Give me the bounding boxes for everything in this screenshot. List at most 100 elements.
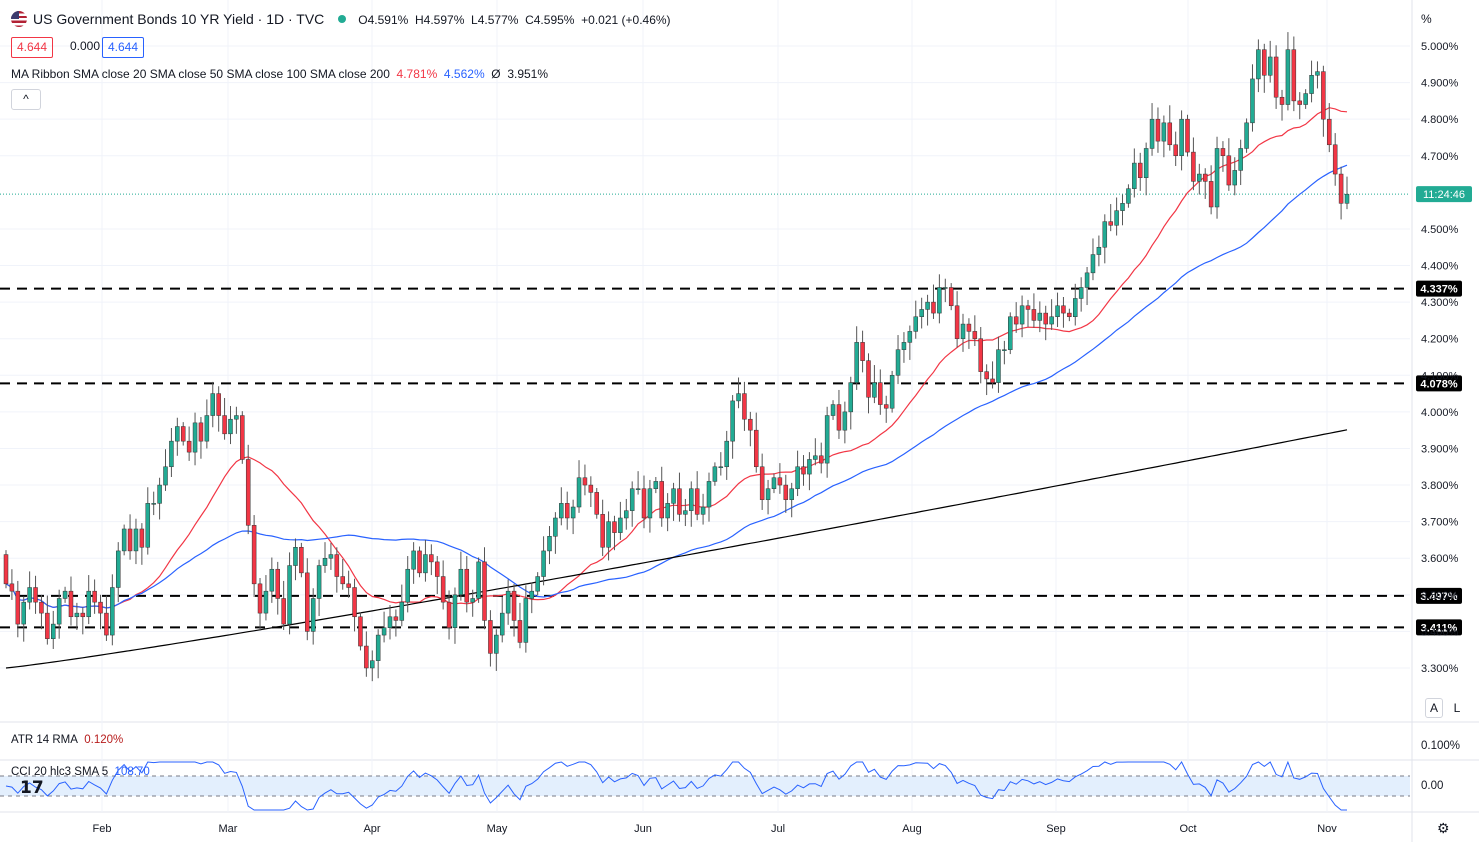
candle [1208,165,1214,215]
y-tick-label: 4.500% [1421,224,1459,236]
symbol-title[interactable]: US Government Bonds 10 YR Yield · 1D · T… [33,11,325,27]
candle [151,491,156,516]
candle [1191,137,1196,191]
candle [27,571,32,610]
candle-body [1031,309,1037,321]
candle-body [56,598,62,625]
candle-body [62,590,68,599]
candle [588,476,594,508]
candle [689,481,694,527]
candle-body [694,488,700,515]
clock-badge [1416,186,1472,203]
candle-body [706,481,712,508]
buy-price-box[interactable]: 4.644 [102,37,145,58]
candle-body [245,459,251,526]
candle [39,594,44,630]
candle-body [1202,173,1208,182]
candle [937,274,942,324]
collapse-legend-button[interactable]: ^ [11,89,41,110]
cci-value: 108.70 [114,766,150,778]
atr-legend[interactable]: ATR 14 RMA 0.120% [11,734,123,746]
candle-body [299,547,304,574]
candle [21,596,26,642]
candle [310,588,316,645]
candle-body [1102,221,1108,248]
candle [807,452,812,491]
candle [505,579,511,625]
candle-body [488,620,493,654]
candle [110,574,115,646]
candle-body [98,601,103,614]
candle-body [1232,170,1238,186]
candle [1297,92,1302,120]
candle [198,417,204,459]
clock-label: 11:24:46 [1423,189,1465,201]
candle-body [1008,316,1013,350]
candle-body [263,590,269,614]
candle-body [1297,100,1302,105]
auto-scale-button[interactable]: A [1425,698,1443,718]
candle [476,557,481,603]
candle [464,556,470,613]
candle [180,422,186,446]
candle [854,326,859,390]
candle [1279,89,1285,121]
candle-body [553,517,558,537]
candle-body [470,598,475,603]
candle-body [848,382,854,413]
candle-body [1061,305,1066,314]
y-tick-label: 3.600% [1421,553,1459,565]
candle [245,444,251,535]
x-tick-label: Jul [771,823,785,835]
candle [1173,131,1178,167]
candle-body [724,440,729,468]
candle [653,477,659,494]
candle [547,526,552,565]
cci-band [0,776,1410,796]
candle-body [742,393,747,420]
candle [842,401,848,444]
horizontal-levels: 4.337% 4.078% 3.497% 3.411% 11:24:46 [0,186,1472,636]
candle [576,460,582,513]
candle [269,557,275,603]
sell-price-box[interactable]: 4.644 [11,37,54,58]
log-scale-button[interactable]: L [1448,698,1466,718]
cci-legend[interactable]: CCI 20 hlc3 SMA 5 108.70 [11,766,150,778]
candle-body [1108,221,1113,226]
candle-body [169,440,174,468]
candle [458,551,464,601]
candle [15,580,21,638]
candle-body [1043,312,1048,325]
candle-body [996,349,1001,383]
candle [411,542,416,584]
candle [901,332,907,363]
candle-body [15,590,21,625]
ma-ribbon-label: MA Ribbon SMA close 20 SMA close 50 SMA … [11,67,390,81]
candle-body [1197,173,1202,182]
candle [104,595,109,641]
candle-body [305,572,310,632]
moving-averages [5,107,1348,669]
x-tick-label: May [487,823,508,835]
candle [1149,103,1155,156]
candle-body [559,503,564,519]
candle-body [1191,151,1196,182]
candle-body [446,601,452,629]
candle-body [659,481,664,519]
candle [907,325,913,360]
candle-body [671,488,676,504]
candle-body [990,378,995,383]
ma-value-1: 4.781% [396,67,438,81]
candle [671,482,676,521]
candle-body [464,568,470,603]
candle-body [629,488,635,511]
candle [559,487,564,526]
candle-body [842,411,848,431]
ma-ribbon-legend[interactable]: MA Ribbon SMA close 20 SMA close 50 SMA … [11,67,548,81]
candle [434,556,440,595]
candle-body [600,514,605,548]
candle-body [1185,118,1190,153]
settings-gear-icon[interactable]: ⚙ [1437,820,1450,836]
candle [1084,266,1090,306]
